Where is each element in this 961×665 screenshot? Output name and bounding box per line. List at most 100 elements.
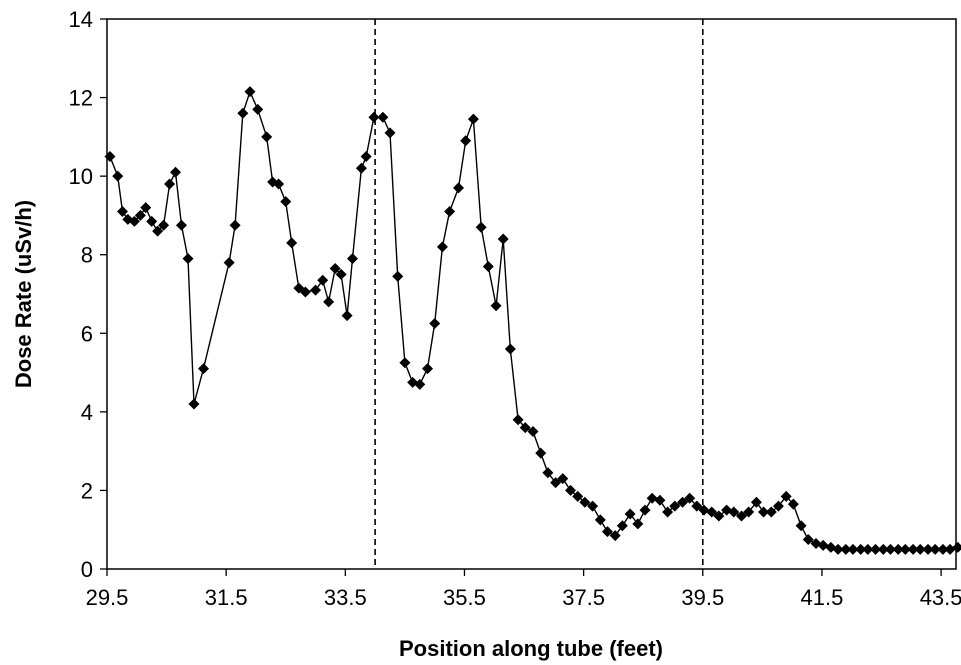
reference-lines [374,19,704,569]
data-point [475,221,487,233]
data-point [229,219,241,231]
data-point [512,414,524,426]
data-point [175,219,187,231]
data-point [422,363,434,375]
data-point [414,378,426,390]
data-point [244,86,256,98]
data-point [736,510,748,522]
data-point [542,467,554,479]
y-tick-label: 2 [81,478,93,503]
series-layer [104,86,961,555]
data-point [329,262,341,274]
data-point [758,506,770,518]
data-point [170,166,182,178]
data-point [429,317,441,329]
data-point [273,178,285,190]
x-tick-label: 41.5 [801,585,844,610]
data-point [817,539,829,551]
data-point [152,225,164,237]
data-point [134,209,146,221]
x-tick-label: 31.5 [205,585,248,610]
data-point [780,490,792,502]
data-point [182,253,194,265]
data-point [677,496,689,508]
data-point [504,343,516,355]
x-tick-label: 43.5 [920,585,961,610]
data-point [128,215,140,227]
data-point [112,170,124,182]
data-point [527,426,539,437]
data-point [914,543,926,555]
data-point [104,151,116,162]
data-point [280,196,292,208]
data-point [140,202,152,214]
data-point [624,508,636,520]
data-point [855,543,867,555]
data-point [765,506,777,518]
data-point [310,284,322,296]
data-point [832,543,844,555]
data-point [490,300,502,312]
data-point [164,178,176,190]
x-tick-label: 29.5 [86,585,129,610]
data-point [743,506,755,518]
x-tick-label: 37.5 [562,585,605,610]
data-point [877,543,889,555]
data-point [252,103,264,115]
y-tick-label: 10 [69,164,93,189]
data-point [399,357,411,369]
data-point [444,206,456,217]
data-point [662,506,674,518]
data-point [750,496,762,508]
data-point [482,261,494,272]
data-point [377,111,389,123]
data-point [907,543,919,555]
data-point [116,206,128,217]
data-point [346,253,358,265]
data-point [550,477,562,489]
y-axis-title: Dose Rate (uSv/h) [11,200,36,388]
data-point [616,520,628,532]
data-point [944,543,956,555]
data-point [892,543,904,555]
data-point [609,530,621,542]
plot-area [106,18,957,570]
data-point [453,182,465,194]
data-point [922,543,934,555]
data-point [158,219,170,231]
data-point [317,274,329,286]
data-point [368,111,380,123]
data-point [772,500,784,512]
data-point [565,484,577,496]
data-point [223,257,235,269]
y-tick-label: 14 [69,7,93,32]
data-point [384,127,396,139]
data-point [436,241,448,253]
data-point [572,490,584,502]
data-point [323,296,335,308]
data-point [146,215,158,227]
x-axis: 29.5 31.5 33.5 35.5 37.5 39.5 41.5 43.5 [86,569,961,610]
y-tick-label: 0 [81,557,93,582]
y-tick-label: 12 [69,86,93,111]
y-tick-label: 6 [81,321,93,346]
data-point [870,543,882,555]
data-point [188,398,200,410]
data-point [335,268,347,280]
data-point [952,541,961,553]
data-point [795,520,807,532]
data-point [929,543,941,555]
data-point [884,543,896,555]
data-point [899,543,911,555]
data-point [497,233,509,245]
data-point [557,473,569,485]
data-point [594,514,606,526]
x-tick-label: 33.5 [324,585,367,610]
x-axis-title: Position along tube (feet) [399,636,663,661]
y-tick-label: 8 [81,243,93,268]
data-point [261,131,273,143]
data-point [698,504,710,516]
data-point [862,543,874,555]
y-axis: 0 2 4 6 8 10 12 14 [69,7,107,582]
